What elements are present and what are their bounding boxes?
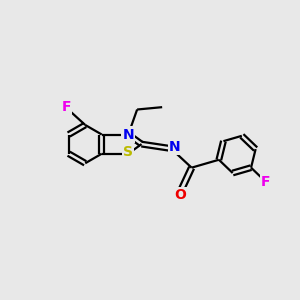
Text: F: F	[61, 100, 71, 114]
Text: N: N	[122, 128, 134, 142]
Text: S: S	[123, 145, 133, 159]
Text: N: N	[169, 140, 180, 154]
Text: F: F	[261, 175, 271, 189]
Text: O: O	[174, 188, 186, 202]
